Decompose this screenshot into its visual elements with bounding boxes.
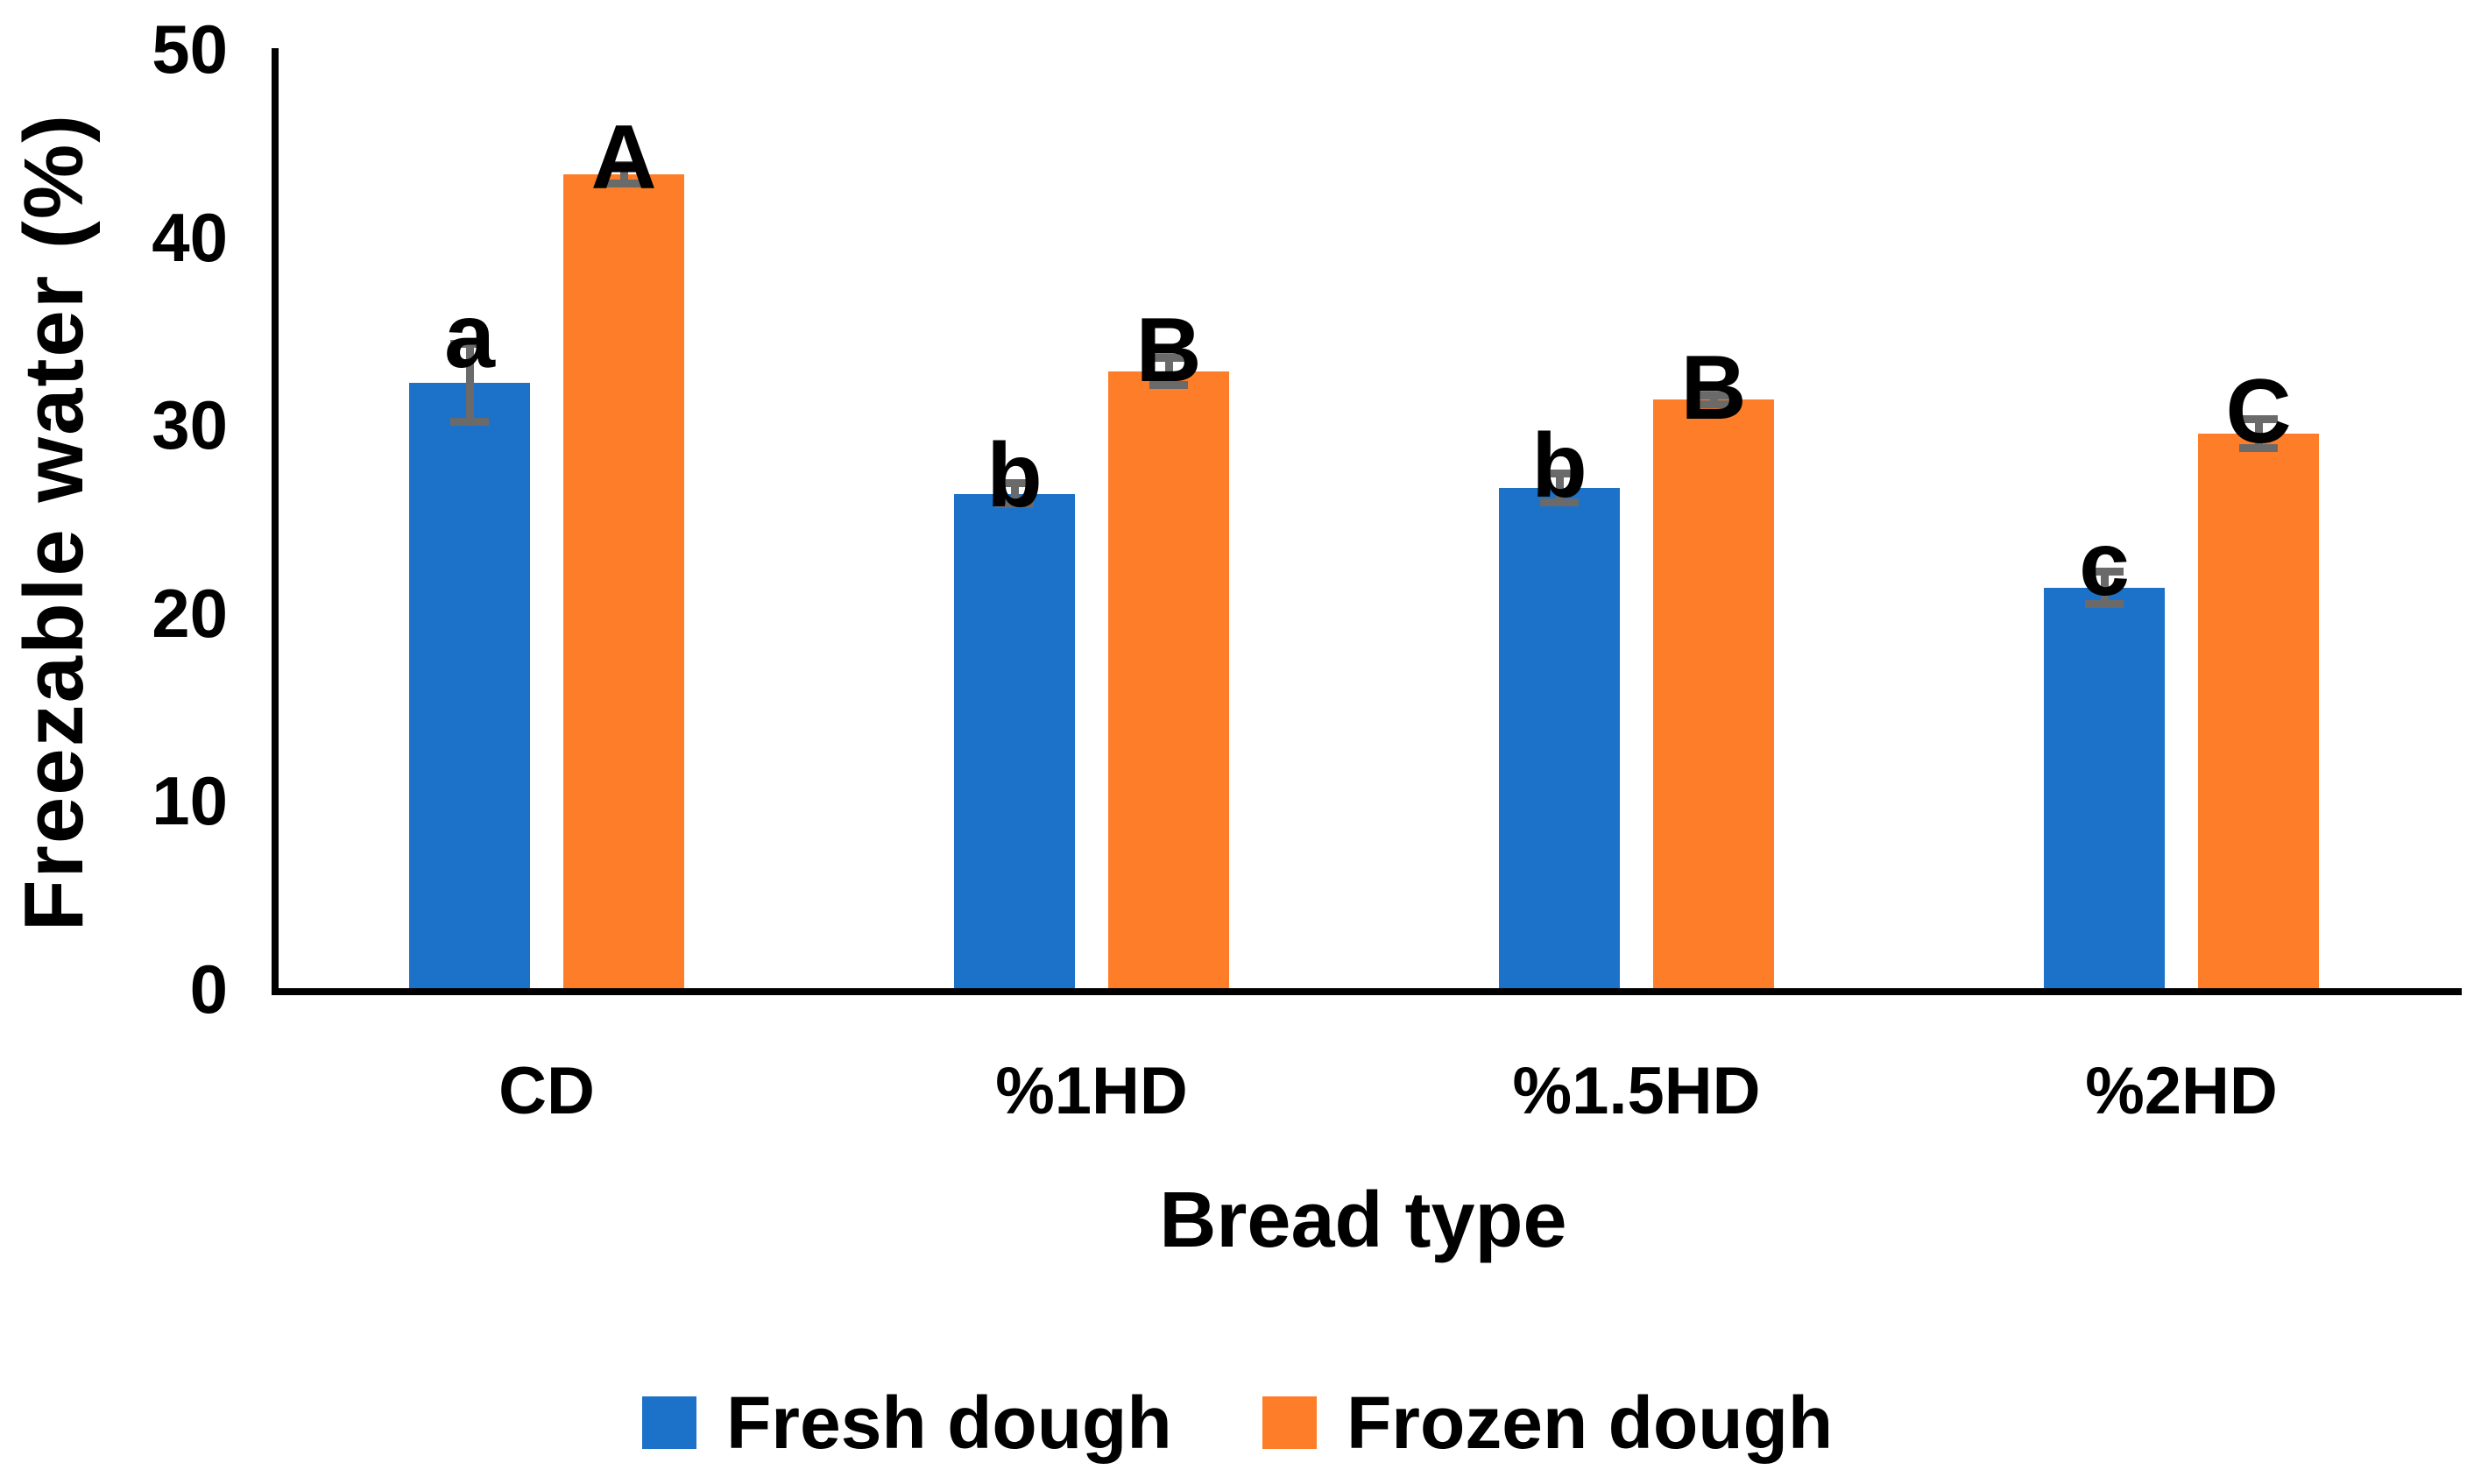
x-axis-line xyxy=(272,988,2462,995)
error-bar-%2HD-1 xyxy=(2254,418,2263,449)
error-bar-bottom-cap-%1.5HD-1 xyxy=(1694,399,1733,408)
error-bar-top-cap-CD-0 xyxy=(450,339,489,348)
error-bar-bottom-cap-%2HD-1 xyxy=(2239,444,2278,453)
bar-fresh-dough-%1.5HD xyxy=(1499,488,1620,988)
error-bar-%2HD-0 xyxy=(2100,570,2109,605)
legend: Fresh dough Frozen dough xyxy=(0,1386,2474,1484)
y-tick-label-10: 10 xyxy=(152,762,228,840)
error-bar-bottom-cap-%2HD-0 xyxy=(2085,600,2124,609)
significance-letter-%1HD-1: B xyxy=(1135,300,1202,402)
bar-frozen-dough-CD xyxy=(563,173,684,988)
x-category-label-%2HD: %2HD xyxy=(2085,1054,2278,1128)
bar-frozen-dough-%1.5HD xyxy=(1653,399,1774,988)
error-bar-top-cap-%1HD-0 xyxy=(995,478,1034,487)
bar-frozen-dough-%2HD xyxy=(2198,433,2319,988)
y-tick-label-0: 0 xyxy=(189,950,228,1028)
error-bar-top-cap-%1.5HD-0 xyxy=(1540,469,1579,477)
significance-letter-%1.5HD-1: B xyxy=(1680,336,1747,439)
legend-item-fresh-dough: Fresh dough xyxy=(642,1386,1172,1459)
bar-fresh-dough-%2HD xyxy=(2044,587,2165,988)
error-bar-CD-0 xyxy=(465,343,474,423)
y-tick-label-40: 40 xyxy=(152,198,228,276)
legend-swatch-frozen-dough xyxy=(1262,1396,1317,1449)
error-bar-bottom-cap-%1HD-1 xyxy=(1149,381,1188,390)
bar-fresh-dough-%1HD xyxy=(954,493,1075,988)
significance-letter-%2HD-1: C xyxy=(2225,360,2292,463)
error-bar-CD-1 xyxy=(619,165,628,184)
y-axis-line xyxy=(272,48,279,995)
x-axis-title: Bread type xyxy=(1159,1177,1567,1264)
error-bar-bottom-cap-CD-0 xyxy=(450,418,489,427)
legend-swatch-fresh-dough xyxy=(642,1396,696,1449)
error-bar-%1HD-0 xyxy=(1010,482,1019,505)
error-bar-top-cap-%1HD-1 xyxy=(1149,354,1188,363)
error-bar-%1HD-1 xyxy=(1164,357,1173,386)
significance-letter-%1HD-0: b xyxy=(986,424,1043,526)
y-tick-label-50: 50 xyxy=(152,11,228,88)
significance-letter-CD-1: A xyxy=(590,107,657,209)
legend-label-fresh-dough: Fresh dough xyxy=(726,1382,1172,1464)
bar-fresh-dough-CD xyxy=(409,382,530,988)
legend-item-frozen-dough: Frozen dough xyxy=(1262,1386,1833,1459)
error-bar-bottom-cap-CD-1 xyxy=(604,179,643,187)
error-bar-top-cap-%1.5HD-1 xyxy=(1694,391,1733,399)
error-bar-top-cap-CD-1 xyxy=(604,161,643,170)
error-bar-%1.5HD-1 xyxy=(1709,394,1718,405)
error-bar-%1.5HD-0 xyxy=(1555,472,1564,504)
bar-frozen-dough-%1HD xyxy=(1108,371,1229,988)
error-bar-bottom-cap-%1.5HD-0 xyxy=(1540,498,1579,507)
x-category-label-CD: CD xyxy=(498,1054,595,1128)
y-tick-label-20: 20 xyxy=(152,574,228,652)
y-tick-label-30: 30 xyxy=(152,386,228,464)
legend-label-frozen-dough: Frozen dough xyxy=(1347,1382,1834,1464)
error-bar-top-cap-%2HD-1 xyxy=(2239,414,2278,423)
significance-letter-%1.5HD-0: b xyxy=(1531,414,1587,517)
x-category-label-%1.5HD: %1.5HD xyxy=(1512,1054,1761,1128)
significance-letter-CD-0: a xyxy=(444,285,495,387)
significance-letter-%2HD-0: c xyxy=(2079,512,2130,615)
x-category-label-%1HD: %1HD xyxy=(995,1054,1188,1128)
error-bar-bottom-cap-%1HD-0 xyxy=(995,500,1034,509)
error-bar-top-cap-%2HD-0 xyxy=(2085,567,2124,576)
